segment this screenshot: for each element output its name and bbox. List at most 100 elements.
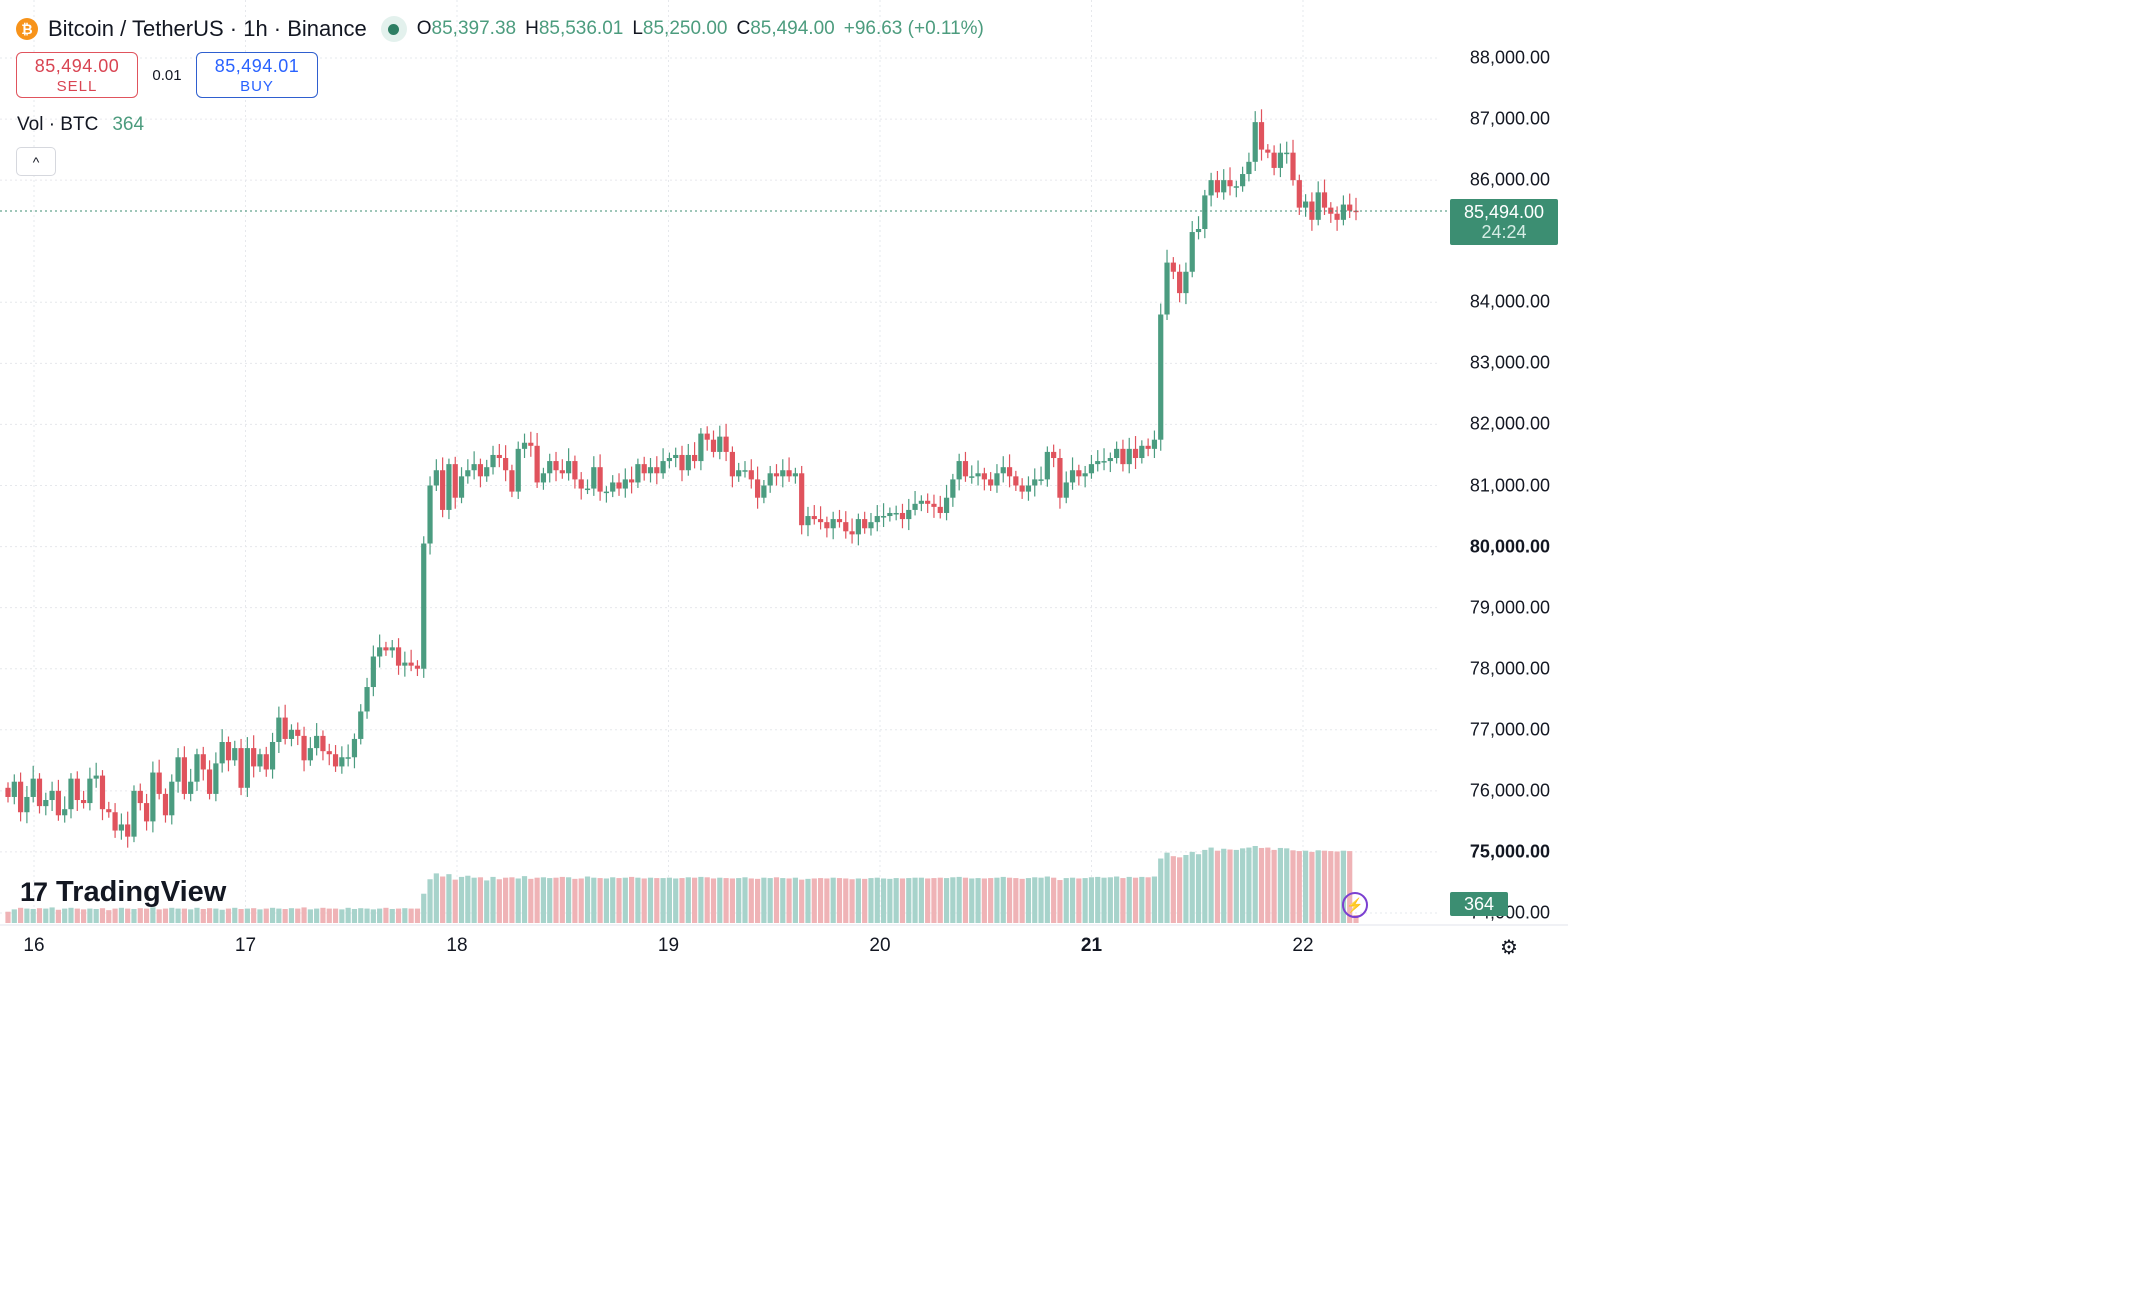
candle-body — [843, 522, 849, 532]
y-tick-label: 87,000.00 — [1469, 108, 1550, 129]
candle-body — [673, 454, 679, 459]
volume-bar — [62, 908, 68, 923]
candle-body — [62, 809, 68, 816]
volume-bar — [351, 908, 358, 923]
candle-body — [1101, 461, 1107, 463]
volume-bar — [225, 908, 232, 923]
candle-body — [969, 476, 975, 478]
candle-body — [572, 461, 578, 480]
volume-bar — [1032, 877, 1038, 923]
candle-body — [1271, 152, 1277, 168]
candle-body — [49, 790, 55, 801]
collapse-legend-button[interactable]: ^ — [16, 147, 56, 176]
candle-body — [641, 464, 647, 474]
volume-bar — [1006, 877, 1013, 923]
volume-bar — [395, 908, 402, 923]
candle-body — [988, 479, 994, 486]
volume-bar — [440, 876, 446, 923]
volume-bar — [1246, 847, 1252, 923]
volume-bar — [849, 879, 855, 923]
y-tick-label: 77,000.00 — [1469, 719, 1550, 740]
volume-bar — [433, 873, 439, 923]
candle-body — [137, 790, 143, 804]
candle-body — [635, 464, 641, 483]
candle-body — [792, 473, 798, 477]
volume-bar — [736, 878, 742, 923]
volume-bar — [1340, 850, 1347, 923]
volume-bar — [534, 877, 540, 923]
volume-bar — [1265, 847, 1271, 923]
y-tick-label: 82,000.00 — [1469, 413, 1550, 434]
volume-bar — [1328, 851, 1334, 923]
symbol-title[interactable]: Bitcoin / TetherUS · 1h · Binance — [48, 16, 367, 41]
tradingview-logo[interactable]: 17 TradingView — [20, 876, 226, 909]
candle-body — [106, 809, 112, 813]
volume-bar — [666, 877, 673, 923]
volume-bar — [131, 908, 137, 923]
tradingview-logo-mark: 17 — [20, 877, 48, 907]
candle-body — [1114, 448, 1120, 459]
candle-body — [1252, 122, 1258, 162]
volume-bar — [616, 878, 622, 923]
volume-bar — [874, 877, 880, 923]
candle-body — [521, 442, 528, 449]
volume-bar — [1114, 876, 1120, 923]
candle-body — [1132, 448, 1139, 459]
candle-body — [887, 512, 893, 517]
x-tick-label: 21 — [1080, 935, 1103, 956]
volume-bar — [345, 907, 351, 923]
candle-body — [1057, 458, 1063, 498]
high-value: 85,536.01 — [538, 18, 624, 39]
candle-body — [276, 717, 282, 742]
volume-bar — [704, 877, 710, 923]
x-tick-label: 18 — [446, 935, 468, 956]
volume-tag: 364 — [1450, 892, 1508, 916]
candle-body — [288, 729, 295, 739]
candle-body — [332, 754, 339, 767]
volume-bar — [843, 878, 849, 923]
candle-body — [1032, 479, 1038, 486]
candle-body — [269, 742, 276, 770]
candle-body — [68, 778, 74, 810]
volume-bar — [1240, 848, 1246, 923]
sell-button[interactable]: 85,494.00 SELL — [16, 52, 138, 98]
buy-button[interactable]: 85,494.01 BUY — [196, 52, 318, 98]
volume-bar — [1347, 851, 1353, 923]
volume-legend[interactable]: Vol · BTC 364 — [17, 114, 144, 136]
volume-bar — [1158, 858, 1164, 923]
volume-bar — [906, 878, 912, 923]
candle-body — [1038, 479, 1044, 481]
market-status-icon[interactable] — [380, 16, 407, 42]
volume-bar — [836, 878, 843, 923]
volume-bar — [288, 908, 295, 923]
buy-label: BUY — [240, 77, 274, 95]
volume-bar — [622, 877, 628, 923]
candle-body — [465, 470, 471, 477]
volume-bar — [584, 876, 591, 923]
volume-bar — [1132, 877, 1139, 923]
price-chart[interactable] — [0, 0, 1568, 967]
open-value: 85,397.38 — [431, 18, 517, 39]
candle-body — [181, 757, 187, 794]
candle-body — [143, 803, 150, 822]
lightning-icon[interactable]: ⚡ — [1342, 892, 1368, 918]
candle-body — [742, 470, 748, 472]
volume-bar — [528, 878, 534, 923]
candle-body — [232, 748, 238, 761]
volume-bar — [314, 908, 320, 923]
volume-bar — [106, 910, 112, 923]
volume-bar — [326, 908, 332, 923]
volume-bar — [685, 877, 691, 923]
candle-body — [1019, 485, 1025, 492]
candle-body — [698, 433, 704, 462]
volume-bar — [1025, 878, 1032, 923]
volume-bar — [377, 908, 383, 923]
candle-body — [30, 778, 36, 797]
candle-body — [1170, 262, 1176, 272]
candle-body — [5, 787, 11, 797]
candle-body — [1265, 149, 1271, 153]
volume-bar — [1221, 848, 1227, 923]
volume-bar — [830, 877, 836, 923]
settings-icon[interactable]: ⚙ — [1500, 936, 1518, 959]
candle-body — [471, 464, 477, 471]
